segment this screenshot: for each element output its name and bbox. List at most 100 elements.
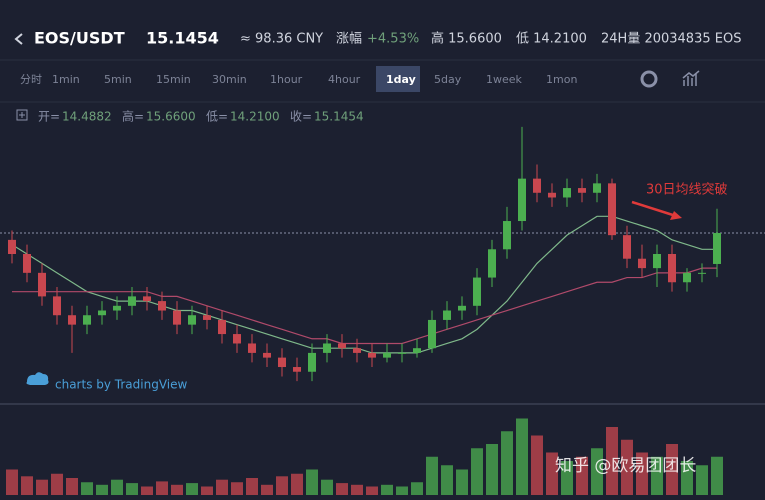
candle (188, 305, 196, 335)
volume-bar (171, 484, 183, 495)
pair: EOS/USDT (34, 29, 125, 48)
candle-body (158, 301, 166, 311)
candle-body (98, 310, 106, 316)
volume-bar (261, 484, 273, 495)
ohlc-label: 高= (122, 109, 144, 124)
candle (443, 301, 451, 330)
volume-bar (336, 483, 348, 495)
time-tab[interactable]: 30min (212, 73, 247, 86)
candle-body (68, 315, 76, 325)
candle-body (653, 254, 661, 269)
time-tab[interactable]: 5min (104, 73, 132, 86)
volume-bar (21, 476, 33, 495)
candle (158, 291, 166, 320)
candle (323, 334, 331, 363)
volume-bar (576, 456, 588, 495)
candle-body (83, 315, 91, 325)
candle (488, 239, 496, 287)
candle (653, 244, 661, 287)
volume-bar (246, 478, 258, 495)
annotation: 30日均线突破 (646, 182, 728, 198)
volume-bar (306, 469, 318, 495)
time-tab[interactable]: 1day (386, 73, 416, 86)
volume-bar (546, 452, 558, 495)
time-tab[interactable]: 1mon (546, 73, 577, 86)
volume-bar (66, 478, 78, 495)
candle-body (548, 192, 556, 198)
candle (668, 244, 676, 292)
candle (113, 296, 121, 320)
settings-icon[interactable] (640, 70, 658, 88)
candle-body (698, 272, 706, 274)
ohlc-value: 14.4882 (62, 110, 112, 124)
volume-bar (621, 439, 633, 495)
candle-body (188, 315, 196, 325)
time-tab[interactable]: 15min (156, 73, 191, 86)
volume-bar (291, 473, 303, 495)
change-label: 涨幅 (336, 32, 362, 47)
candle (98, 301, 106, 325)
ohlc-label: 开= (38, 110, 60, 124)
candle-body (218, 319, 226, 335)
candle (68, 305, 76, 353)
candle-body (233, 334, 241, 344)
volume-bar (501, 431, 513, 495)
volume-bar (321, 479, 333, 495)
candle-body (443, 310, 451, 320)
time-tab[interactable]: 4hour (328, 73, 361, 86)
candle (353, 338, 361, 363)
volume-bar (6, 469, 18, 495)
candle-body (128, 296, 136, 306)
candle (473, 268, 481, 316)
volume-bar (231, 482, 243, 495)
candle (518, 126, 526, 231)
volume-bar (456, 469, 468, 495)
volume-bar (156, 481, 168, 495)
candle-body (563, 188, 571, 198)
volume-bar (561, 461, 573, 495)
time-tab[interactable]: 分时 (20, 73, 42, 86)
indicator-icon[interactable] (682, 70, 700, 86)
candle (128, 286, 136, 316)
time-tab[interactable]: 5day (434, 73, 462, 86)
volume-bar (681, 461, 693, 495)
expand-icon[interactable] (16, 109, 28, 121)
candle-body (458, 305, 466, 311)
time-tab[interactable]: 1min (52, 73, 80, 86)
back-icon[interactable] (14, 33, 23, 45)
candle-body (338, 343, 346, 349)
candle (23, 244, 31, 283)
candle (503, 206, 511, 259)
volume-bar (36, 479, 48, 495)
candle (248, 334, 256, 363)
candle (413, 338, 421, 358)
tradingview-logo (26, 372, 49, 385)
candle-body (143, 296, 151, 302)
volume-bar (396, 486, 408, 495)
candle-body (353, 348, 361, 353)
candle-body (608, 183, 616, 236)
volume-bar (111, 479, 123, 495)
candle-body (38, 272, 46, 297)
candle (548, 183, 556, 207)
moving-average (12, 267, 717, 345)
candle (623, 225, 631, 269)
candle-body (713, 233, 721, 264)
volume-bar (516, 418, 528, 495)
volume-bar (441, 465, 453, 495)
candle-body (383, 352, 391, 358)
candle-body (518, 178, 526, 222)
time-tab[interactable]: 1hour (270, 73, 303, 86)
high: 高 15.6600 (431, 31, 502, 47)
candle (338, 334, 346, 358)
candle (398, 343, 406, 363)
volume-bar (606, 427, 618, 495)
candle-body (683, 272, 691, 283)
candle (683, 268, 691, 292)
volume-bar (201, 486, 213, 495)
annotation-arrow (631, 200, 677, 218)
candle (713, 208, 721, 278)
watermark: 知乎 @欧易团团长 (555, 456, 696, 476)
candle (203, 305, 211, 330)
time-tab[interactable]: 1week (486, 73, 523, 86)
